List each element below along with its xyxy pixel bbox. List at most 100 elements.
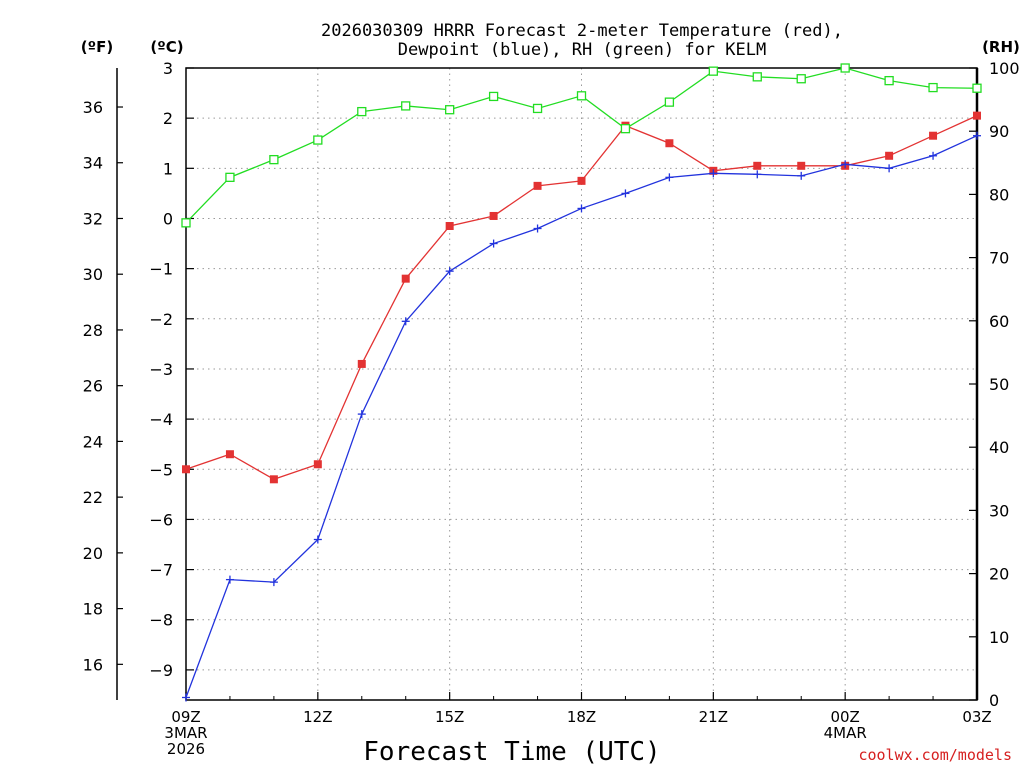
credit-text: coolwx.com/models xyxy=(858,746,1012,764)
celsius-tick-label: 0 xyxy=(163,209,173,228)
dewpoint-point xyxy=(797,171,806,180)
temperature-point xyxy=(577,176,586,185)
celsius-tick-label: −3 xyxy=(149,360,173,379)
celsius-tick-label: 1 xyxy=(163,159,173,178)
data-series xyxy=(181,63,982,702)
celsius-tick-label: −8 xyxy=(149,611,173,630)
dewpoint-point xyxy=(621,189,630,198)
dewpoint-series xyxy=(182,131,981,702)
rh-point xyxy=(796,74,806,84)
relative-humidity-series xyxy=(181,63,982,228)
x-tick-label: 4MAR xyxy=(824,724,867,742)
dewpoint-point xyxy=(841,160,850,169)
rh-tick-label: 0 xyxy=(989,691,999,710)
rh-point xyxy=(269,154,279,165)
dewpoint-point xyxy=(929,151,938,160)
chart-title-line-1: 2026030309 HRRR Forecast 2-meter Tempera… xyxy=(321,21,843,41)
rh-point xyxy=(708,66,718,76)
rh-point xyxy=(357,106,367,117)
rh-point xyxy=(313,135,323,145)
temperature-point xyxy=(885,151,894,160)
dewpoint-point xyxy=(709,169,718,178)
x-tick-label: 21Z xyxy=(699,708,728,726)
dewpoint-point xyxy=(753,170,762,179)
x-tick-label: 15Z xyxy=(435,708,464,726)
dewpoint-point xyxy=(182,693,190,702)
temperature-point xyxy=(313,460,322,469)
x-tick-label: 18Z xyxy=(567,708,596,726)
fahrenheit-tick-label: 16 xyxy=(83,655,103,674)
celsius-tick-label: −1 xyxy=(149,260,173,279)
temperature-point xyxy=(445,222,454,230)
temperature-point xyxy=(225,450,234,459)
fahrenheit-tick-label: 34 xyxy=(83,154,103,173)
temperature-point xyxy=(665,139,674,148)
fahrenheit-tick-label: 32 xyxy=(83,209,103,228)
rh-tick-label: 50 xyxy=(989,375,1009,394)
fahrenheit-tick-label: 36 xyxy=(83,98,103,117)
temperature-point xyxy=(401,274,410,283)
temperature-point xyxy=(533,181,542,190)
dewpoint-point xyxy=(973,131,981,140)
rh-tick-label: 90 xyxy=(989,122,1009,141)
temperature-point xyxy=(357,359,366,368)
rh-unit-label: (RH) xyxy=(982,38,1020,56)
temperature-point xyxy=(753,161,762,170)
celsius-tick-label: −6 xyxy=(149,510,173,529)
rh-point xyxy=(840,63,850,73)
celsius-tick-label: −9 xyxy=(149,661,173,680)
rh-tick-label: 60 xyxy=(989,312,1009,331)
celsius-tick-label: −7 xyxy=(149,561,173,580)
temperature-point xyxy=(797,161,806,170)
fahrenheit-tick-label: 18 xyxy=(83,600,103,619)
rh-point xyxy=(532,103,543,114)
rh-point xyxy=(488,91,499,102)
rh-point xyxy=(620,124,631,134)
celsius-tick-label: 2 xyxy=(163,109,173,128)
fahrenheit-tick-label: 26 xyxy=(83,377,103,396)
x-tick-label: 09Z xyxy=(171,708,200,726)
rh-tick-label: 20 xyxy=(989,565,1009,584)
rh-tick-label: 100 xyxy=(989,59,1020,78)
dewpoint-point xyxy=(885,164,894,173)
rh-point xyxy=(576,91,587,101)
rh-tick-label: 80 xyxy=(989,185,1009,204)
celsius-tick-label: −4 xyxy=(149,410,173,429)
rh-point xyxy=(181,218,191,228)
dewpoint-point xyxy=(357,410,366,419)
temperature-point xyxy=(973,111,981,120)
dewpoint-point xyxy=(533,224,542,233)
dewpoint-point xyxy=(269,578,278,587)
fahrenheit-tick-label: 22 xyxy=(83,488,103,507)
rh-point xyxy=(664,97,675,107)
rh-point xyxy=(928,82,938,93)
x-tick-label: 00Z xyxy=(830,708,859,726)
x-axis-label: Forecast Time (UTC) xyxy=(363,737,660,767)
dewpoint-point xyxy=(445,267,454,276)
x-tick-label: 03Z xyxy=(962,708,991,726)
fahrenheit-tick-label: 20 xyxy=(83,544,103,563)
temperature-point xyxy=(269,475,278,484)
dewpoint-point xyxy=(225,575,234,584)
celsius-unit-label: (ºC) xyxy=(150,38,183,56)
rh-point xyxy=(401,101,411,111)
celsius-tick-label: −5 xyxy=(149,460,173,479)
celsius-tick-label: 3 xyxy=(163,59,173,78)
rh-tick-label: 30 xyxy=(989,501,1009,520)
fahrenheit-tick-label: 30 xyxy=(83,265,103,284)
rh-point xyxy=(752,72,762,82)
series-line xyxy=(185,115,978,481)
rh-point xyxy=(972,83,982,93)
dewpoint-point xyxy=(489,239,498,248)
x-tick-label: 12Z xyxy=(303,708,332,726)
dewpoint-point xyxy=(401,317,410,326)
fahrenheit-tick-label: 28 xyxy=(83,321,103,340)
temperature-point xyxy=(182,465,190,474)
temperature-point xyxy=(489,211,498,220)
rh-point xyxy=(445,105,455,115)
dewpoint-point xyxy=(313,535,322,544)
axes: 3210−1−2−3−4−5−6−7−8−9363432302826242220… xyxy=(83,59,1020,710)
dewpoint-point xyxy=(665,173,674,182)
temperature-point xyxy=(929,131,938,140)
